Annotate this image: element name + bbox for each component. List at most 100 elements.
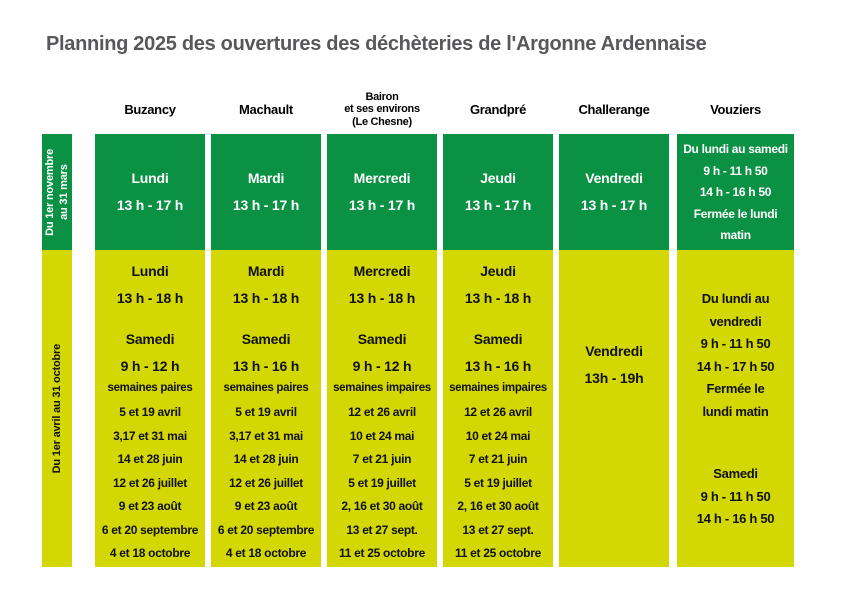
schedule-table: Du 1er novembre au 31 mars Du 1er avril … — [42, 85, 794, 567]
summer-weekday-hours: 13 h - 18 h — [232, 290, 300, 306]
column-header-label: Buzancy — [124, 102, 176, 117]
date-line: 10 et 24 mai — [465, 428, 531, 443]
winter-cell-challerange: Vendredi 13 h - 17 h — [559, 134, 669, 250]
winter-hours: 13 h - 17 h — [348, 197, 416, 213]
date-line: 5 et 19 avril — [235, 405, 297, 419]
date-line: 5 et 19 juillet — [348, 475, 416, 490]
summer-cell-bairon: Mercredi 13 h - 18 h Samedi 9 h - 12 h s… — [327, 250, 437, 567]
spacer — [677, 423, 794, 463]
summer-schedule-line: Du lundi au — [701, 291, 770, 306]
summer-schedule-line: 9 h - 11 h 50 — [700, 488, 771, 504]
date-line: 2, 16 et 30 août — [341, 499, 423, 513]
summer-season-label: Du 1er avril au 31 octobre — [51, 343, 63, 474]
summer-cell-buzancy: Lundi 13 h - 18 h Samedi 9 h - 12 h sema… — [95, 250, 205, 567]
summer-weekday-hours: 13 h - 18 h — [116, 290, 184, 306]
summer-weekday: Mercredi — [353, 263, 411, 279]
winter-season-label: Du 1er novembre au 31 mars — [43, 149, 71, 236]
summer-schedule-line: 14 h - 16 h 50 — [696, 511, 775, 526]
column-bairon: Bairon et ses environs (Le Chesne) Mercr… — [327, 85, 437, 567]
column-header-challerange: Challerange — [559, 85, 669, 134]
label-header-spacer — [42, 85, 72, 134]
winter-cell-machault: Mardi 13 h - 17 h — [211, 134, 321, 250]
date-line: 12 et 26 juillet — [229, 475, 303, 490]
date-line: 11 et 25 octobre — [339, 546, 425, 560]
summer-day: Vendredi — [585, 343, 643, 359]
winter-schedule-line: Fermée le lundi — [693, 206, 778, 221]
date-line: 13 et 27 sept. — [462, 522, 534, 537]
summer-saturday-hours: 9 h - 12 h — [352, 358, 412, 374]
column-header-label: Challerange — [578, 102, 650, 117]
date-line: 7 et 21 juin — [468, 452, 528, 466]
winter-season-label-line: au 31 mars — [58, 164, 70, 220]
date-line: 5 et 19 avril — [119, 405, 181, 419]
weeks-note: semaines impaires — [333, 382, 431, 394]
summer-saturday: Samedi — [241, 331, 291, 347]
spacer — [443, 312, 553, 326]
column-header-label: Bairon — [365, 90, 399, 103]
summer-cell-machault: Mardi 13 h - 18 h Samedi 13 h - 16 h sem… — [211, 250, 321, 567]
column-vouziers: Vouziers Du lundi au samedi 9 h - 11 h 5… — [677, 85, 794, 567]
weeks-note: semaines impaires — [449, 382, 547, 394]
summer-week-block: Du lundi au vendredi 9 h - 11 h 50 14 h … — [677, 288, 794, 423]
column-header-label: Vouziers — [710, 102, 761, 117]
summer-schedule-line: lundi matin — [702, 403, 769, 419]
summer-weekday-hours: 13 h - 18 h — [348, 290, 416, 306]
date-line: 14 et 28 juin — [233, 452, 299, 466]
winter-cell-grandpre: Jeudi 13 h - 17 h — [443, 134, 553, 250]
column-challerange: Challerange Vendredi 13 h - 17 h Vendred… — [559, 85, 669, 567]
date-line: 2, 16 et 30 août — [457, 499, 539, 513]
date-line: 6 et 20 septembre — [101, 522, 199, 537]
saturday-dates: 5 et 19 avril 3,17 et 31 mai 14 et 28 ju… — [211, 401, 321, 566]
spacer — [95, 312, 205, 326]
winter-cell-vouziers: Du lundi au samedi 9 h - 11 h 50 14 h - … — [677, 134, 794, 250]
column-header-label: et ses environs — [344, 103, 420, 116]
summer-cell-grandpre: Jeudi 13 h - 18 h Samedi 13 h - 16 h sem… — [443, 250, 553, 567]
summer-saturday-hours: 13 h - 16 h — [232, 358, 300, 374]
winter-hours: 13 h - 17 h — [580, 197, 648, 213]
weeks-note: semaines paires — [107, 382, 193, 394]
date-line: 9 et 23 août — [234, 499, 298, 513]
summer-saturday: Samedi — [125, 331, 175, 347]
spacer — [327, 312, 437, 326]
date-line: 12 et 26 avril — [464, 405, 532, 419]
saturday-dates: 5 et 19 avril 3,17 et 31 mai 14 et 28 ju… — [95, 401, 205, 566]
winter-hours: 13 h - 17 h — [464, 197, 532, 213]
summer-schedule-line: 9 h - 11 h 50 — [700, 336, 771, 351]
summer-saturday: Samedi — [357, 331, 407, 347]
winter-day: Mercredi — [353, 170, 411, 186]
summer-hours: 13h - 19h — [584, 370, 644, 386]
winter-season-label-cell: Du 1er novembre au 31 mars — [42, 134, 72, 250]
summer-saturday-hours: 9 h - 12 h — [120, 358, 180, 374]
winter-day: Vendredi — [585, 170, 643, 186]
column-header-label: (Le Chesne) — [352, 115, 412, 128]
summer-schedule-line: Fermée le — [706, 381, 765, 396]
summer-saturday: Samedi — [473, 331, 523, 347]
date-line: 12 et 26 avril — [348, 405, 416, 419]
date-line: 5 et 19 juillet — [464, 475, 532, 490]
winter-schedule-line: 9 h - 11 h 50 — [703, 163, 768, 178]
date-line: 4 et 18 octobre — [225, 546, 307, 560]
date-line: 9 et 23 août — [118, 499, 182, 513]
saturday-dates: 12 et 26 avril 10 et 24 mai 7 et 21 juin… — [443, 401, 553, 566]
date-line: 4 et 18 octobre — [109, 546, 191, 560]
season-label-column: Du 1er novembre au 31 mars Du 1er avril … — [42, 85, 72, 567]
summer-cell-vouziers: Du lundi au vendredi 9 h - 11 h 50 14 h … — [677, 250, 794, 567]
column-header-label: Grandpré — [469, 102, 527, 117]
date-line: 3,17 et 31 mai — [113, 428, 187, 443]
date-line: 6 et 20 septembre — [217, 522, 315, 537]
summer-schedule-line: Samedi — [713, 466, 758, 481]
date-line: 10 et 24 mai — [349, 428, 415, 443]
winter-schedule-line: Du lundi au samedi — [683, 142, 788, 156]
weeks-note: semaines paires — [223, 382, 309, 394]
summer-cell-challerange: Vendredi 13h - 19h — [559, 250, 669, 567]
summer-weekday: Jeudi — [480, 263, 516, 279]
spacer — [211, 312, 321, 326]
summer-saturday-block: Samedi 9 h - 11 h 50 14 h - 16 h 50 — [677, 463, 794, 531]
winter-schedule-line: matin — [720, 228, 751, 242]
summer-weekday-hours: 13 h - 18 h — [464, 290, 532, 306]
summer-schedule-line: 14 h - 17 h 50 — [696, 358, 775, 374]
winter-day: Jeudi — [480, 170, 516, 186]
date-line: 3,17 et 31 mai — [229, 428, 303, 443]
column-header-buzancy: Buzancy — [95, 85, 205, 134]
